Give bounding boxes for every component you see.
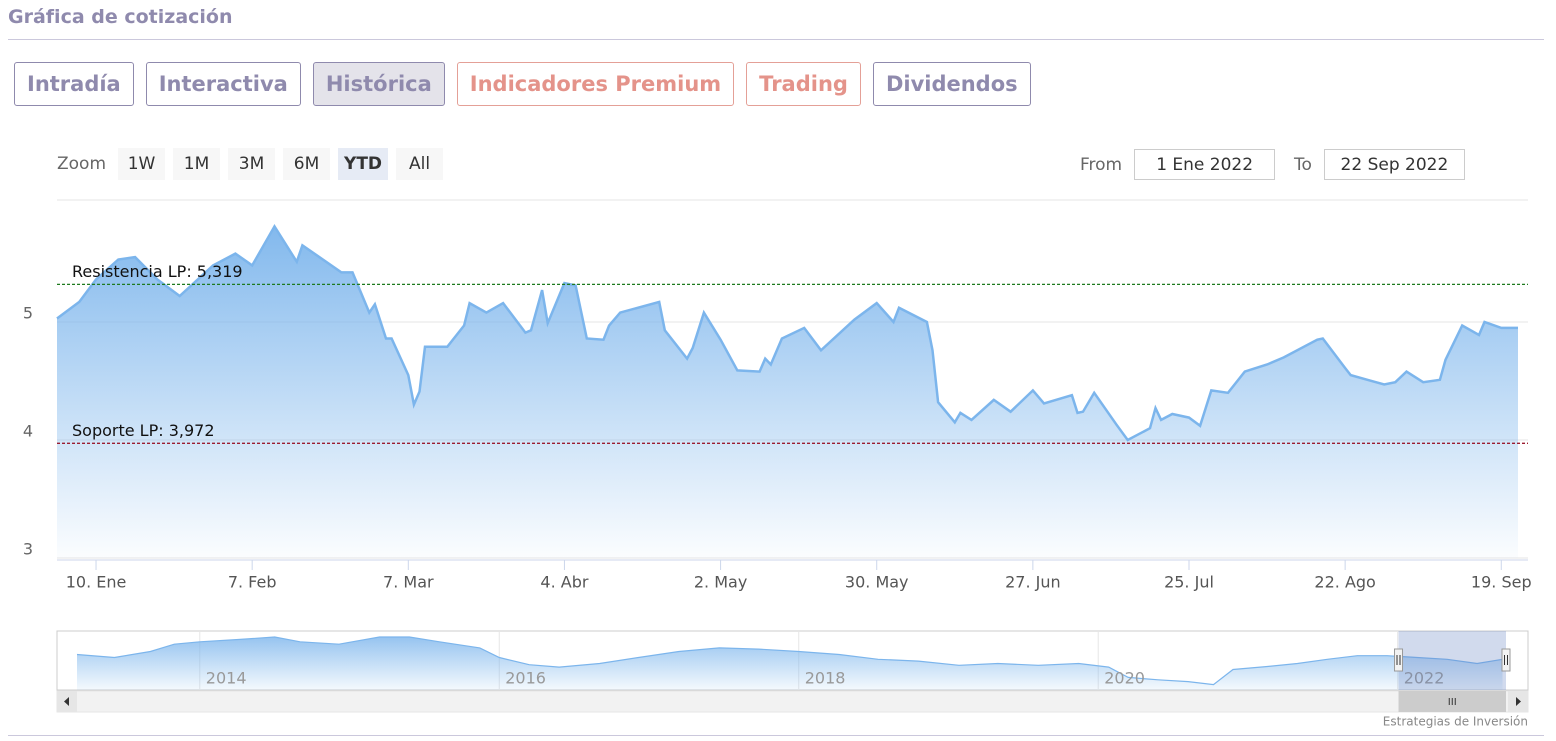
area-fill [57,226,1518,558]
x-tick-label: 10. Ene [66,573,127,592]
x-tick-label: 25. Jul [1164,573,1214,592]
range-to: To 22 Sep 2022 [1294,149,1465,180]
x-tick-label: 19. Sep [1471,573,1532,592]
arrow-right [1516,697,1521,706]
area-line [56,223,1518,442]
y-tick-label: 4 [23,422,33,441]
zoom-button[interactable]: YTD [338,148,389,180]
to-input[interactable]: 22 Sep 2022 [1323,149,1465,180]
tab[interactable]: Dividendos [872,62,1031,106]
page-title: Gráfica de cotización [8,6,233,28]
level-label: Soporte LP: 3,972 [72,421,215,440]
navigator-selection [1398,631,1506,690]
from-input[interactable]: 1 Ene 2022 [1134,149,1276,180]
area-line [76,636,1503,686]
x-tick-label: 7. Feb [228,573,277,592]
credit: Estrategias de Inversión [1383,715,1528,729]
zoom-button[interactable]: All [396,148,444,180]
to-label: To [1294,154,1312,175]
tab-bar: Intradía Interactiva Histórica Indicadores … [14,62,1031,106]
level-label: Resistencia LP: 5,319 [72,262,243,281]
tab[interactable]: Intradía [14,62,134,106]
navigator-tick-label: 2014 [206,669,247,688]
tab[interactable]: Trading [746,62,861,106]
tab[interactable]: Histórica [312,62,445,106]
arrow-left [64,697,69,706]
scrollbar-track [56,690,1529,713]
x-tick-label: 30. May [845,573,909,592]
x-tick-label: 7. Mar [383,573,434,592]
navigator-handle[interactable] [1501,648,1511,672]
y-tick-label: 3 [23,540,33,559]
navigator-handle[interactable] [1394,648,1404,672]
divider [8,39,1544,40]
navigator-tick-label: 2018 [805,669,846,688]
zoom-button[interactable]: 1M [173,148,221,180]
zoom-bar: Zoom 1W 1M 3M 6M YTD All [57,148,444,180]
x-tick-label: 22. Ago [1314,573,1375,592]
navigator-tick-label: 2022 [1404,669,1445,688]
area-fill [77,637,1503,690]
zoom-button[interactable]: 3M [228,148,276,180]
tab[interactable]: Indicadores Premium [456,62,735,106]
tab[interactable]: Interactiva [145,62,301,106]
x-tick-label: 27. Jun [1005,573,1061,592]
divider [8,735,1544,736]
navigator-tick-label: 2016 [505,669,546,688]
x-tick-label: 4. Abr [540,573,588,592]
x-tick-label: 2. May [694,573,747,592]
zoom-label: Zoom [57,154,107,174]
range-from: From 1 Ene 2022 [1080,149,1276,180]
zoom-button[interactable]: 1W [118,148,166,180]
y-tick-label: 5 [23,304,33,323]
navigator-tick-label: 2020 [1104,669,1145,688]
zoom-button[interactable]: 6M [283,148,331,180]
from-label: From [1080,154,1123,175]
